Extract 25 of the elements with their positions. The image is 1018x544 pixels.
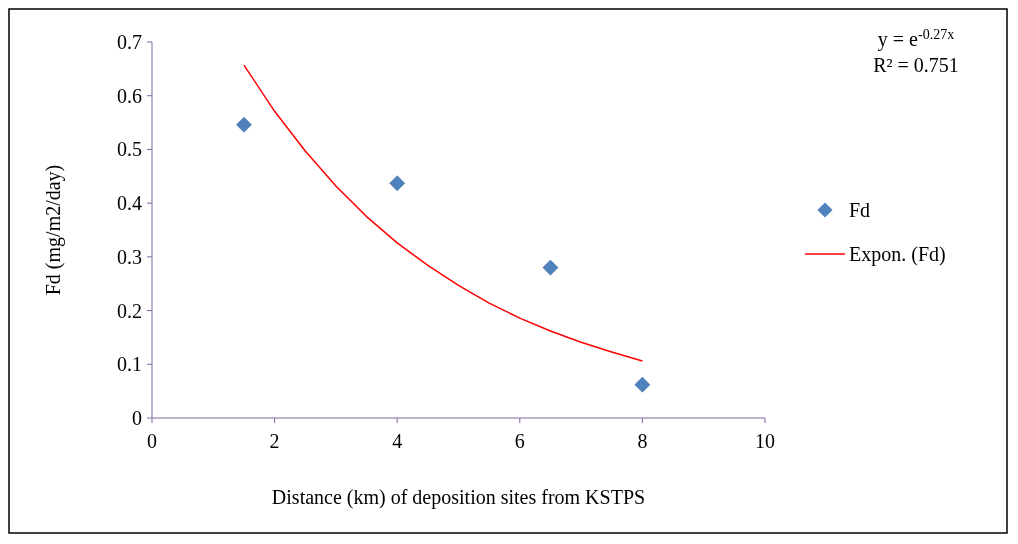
x-tick-label: 6 <box>514 430 525 452</box>
y-tick-label: 0 <box>132 407 142 429</box>
point <box>389 175 406 192</box>
y-tick-label: 0.6 <box>117 84 142 107</box>
y-tick-label: 0.1 <box>117 353 142 376</box>
x-tick-label: 8 <box>637 430 648 452</box>
legend-label: Expon. (Fd) <box>849 243 946 266</box>
x-axis-title: Distance (km) of deposition sites from KSTPS <box>271 486 646 509</box>
point <box>634 376 651 393</box>
x-tick-label: 0 <box>147 430 157 452</box>
x-tick-label: 2 <box>269 430 280 452</box>
y-tick-label: 0.4 <box>117 192 142 215</box>
y-tick-label: 0.7 <box>117 31 142 53</box>
legend-label: Fd <box>849 199 871 221</box>
line-series <box>243 64 644 362</box>
text: R² = 0.751 <box>873 54 959 76</box>
x-tick-label: 10 <box>755 430 775 452</box>
y-tick-label: 0.2 <box>117 299 142 322</box>
point <box>542 259 559 276</box>
y-tick-label: 0.3 <box>117 245 142 268</box>
y-tick-label: 0.5 <box>117 138 142 161</box>
x-tick-label: 4 <box>392 430 403 452</box>
point <box>236 116 252 133</box>
text: y = e$^{-0.27x}$ <box>877 26 955 51</box>
y-axis-title: Fd (mg/m2/day) <box>42 164 65 296</box>
